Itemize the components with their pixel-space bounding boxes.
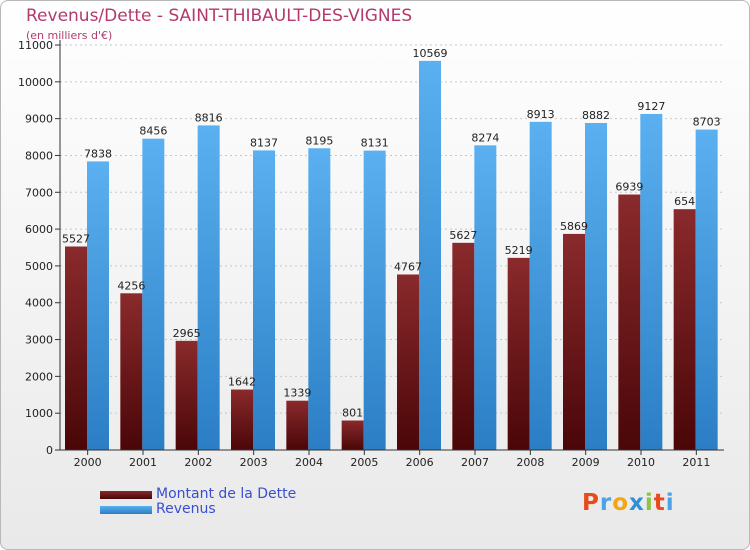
y-tick-label: 4000 xyxy=(25,297,53,310)
x-tick-label: 2011 xyxy=(682,456,710,469)
x-tick-label: 2004 xyxy=(295,456,323,469)
y-tick-label: 2000 xyxy=(25,370,53,383)
data-label-dette: 654 xyxy=(674,195,695,208)
bar-revenus xyxy=(197,125,220,450)
x-tick-label: 2007 xyxy=(461,456,489,469)
bar-dette xyxy=(673,209,696,450)
data-label-revenus: 8703 xyxy=(693,116,721,129)
data-label-dette: 5869 xyxy=(560,220,588,233)
data-label-revenus: 8816 xyxy=(195,111,223,124)
bar-revenus xyxy=(308,148,331,450)
y-tick-label: 1000 xyxy=(25,407,53,420)
bar-revenus xyxy=(695,129,718,451)
y-tick-label: 10000 xyxy=(18,76,53,89)
data-label-revenus: 8274 xyxy=(471,131,499,144)
bar-dette xyxy=(563,233,585,450)
bar-dette xyxy=(286,400,309,450)
bar-dette xyxy=(507,257,530,450)
bar-dette xyxy=(397,274,419,450)
bar-revenus xyxy=(640,113,663,451)
bar-revenus xyxy=(253,150,275,450)
legend-label-dette: Montant de la Dette xyxy=(156,486,297,502)
data-label-dette: 801 xyxy=(342,407,363,420)
x-tick-label: 2001 xyxy=(129,456,157,469)
y-tick-label: 6000 xyxy=(25,223,53,236)
logo-letter: i xyxy=(644,490,654,516)
data-label-revenus: 8913 xyxy=(527,108,555,121)
data-label-dette: 1642 xyxy=(228,376,256,389)
data-label-dette: 1339 xyxy=(283,387,311,400)
data-label-dette: 2965 xyxy=(173,327,201,340)
x-tick-label: 2003 xyxy=(240,456,268,469)
bar-revenus xyxy=(585,122,607,451)
bar-revenus xyxy=(363,150,386,451)
data-label-revenus: 8195 xyxy=(305,134,333,147)
data-label-dette: 6939 xyxy=(615,181,643,194)
logo-letter: r xyxy=(599,490,613,516)
x-tick-label: 2008 xyxy=(516,456,544,469)
x-tick-label: 2010 xyxy=(627,456,655,469)
data-label-dette: 5527 xyxy=(62,233,90,246)
bar-dette xyxy=(65,246,87,450)
data-label-revenus: 7838 xyxy=(84,147,112,160)
y-tick-label: 3000 xyxy=(25,334,53,347)
y-tick-label: 7000 xyxy=(25,186,53,199)
y-tick-label: 5000 xyxy=(25,260,53,273)
bar-revenus xyxy=(87,161,109,450)
y-tick-label: 9000 xyxy=(25,113,53,126)
y-tick-label: 11000 xyxy=(18,39,53,52)
logo-letter: i xyxy=(665,490,675,516)
x-tick-label: 2005 xyxy=(350,456,378,469)
legend-label-revenus: Revenus xyxy=(156,501,216,517)
bar-dette xyxy=(341,420,364,450)
bar-dette xyxy=(120,293,143,450)
bar-dette xyxy=(231,389,253,450)
data-label-revenus: 8882 xyxy=(582,109,610,122)
bar-revenus xyxy=(142,138,165,450)
x-tick-label: 2002 xyxy=(184,456,212,469)
logo-letter: t xyxy=(653,490,666,516)
data-label-dette: 4256 xyxy=(117,279,145,292)
logo-letter: P xyxy=(582,490,600,516)
data-label-revenus: 9127 xyxy=(637,100,665,113)
data-label-revenus: 10569 xyxy=(413,47,448,60)
data-label-revenus: 8456 xyxy=(139,125,167,138)
bar-dette xyxy=(452,242,475,450)
data-label-dette: 5219 xyxy=(505,244,533,257)
bar-dette xyxy=(618,194,641,450)
y-tick-label: 8000 xyxy=(25,149,53,162)
legend-swatch-revenus xyxy=(100,506,152,514)
bar-revenus xyxy=(529,121,552,451)
chart-title: Revenus/Dette - SAINT-THIBAULT-DES-VIGNE… xyxy=(26,6,413,26)
legend-swatch-dette xyxy=(100,491,152,499)
logo-letter: x xyxy=(629,490,645,516)
bar-revenus xyxy=(474,145,497,450)
chart-subtitle: (en milliers d'€) xyxy=(26,29,113,42)
bar-revenus xyxy=(419,60,441,450)
x-tick-label: 2000 xyxy=(74,456,102,469)
data-label-revenus: 8131 xyxy=(361,137,389,150)
x-tick-label: 2006 xyxy=(406,456,434,469)
proxiti-logo: Proxiti xyxy=(582,490,675,516)
data-label-dette: 4767 xyxy=(394,260,422,273)
x-tick-label: 2009 xyxy=(572,456,600,469)
data-label-dette: 5627 xyxy=(449,229,477,242)
bar-dette xyxy=(175,340,198,450)
logo-letter: o xyxy=(612,490,630,516)
y-tick-label: 0 xyxy=(46,444,53,457)
data-label-revenus: 8137 xyxy=(250,136,278,149)
